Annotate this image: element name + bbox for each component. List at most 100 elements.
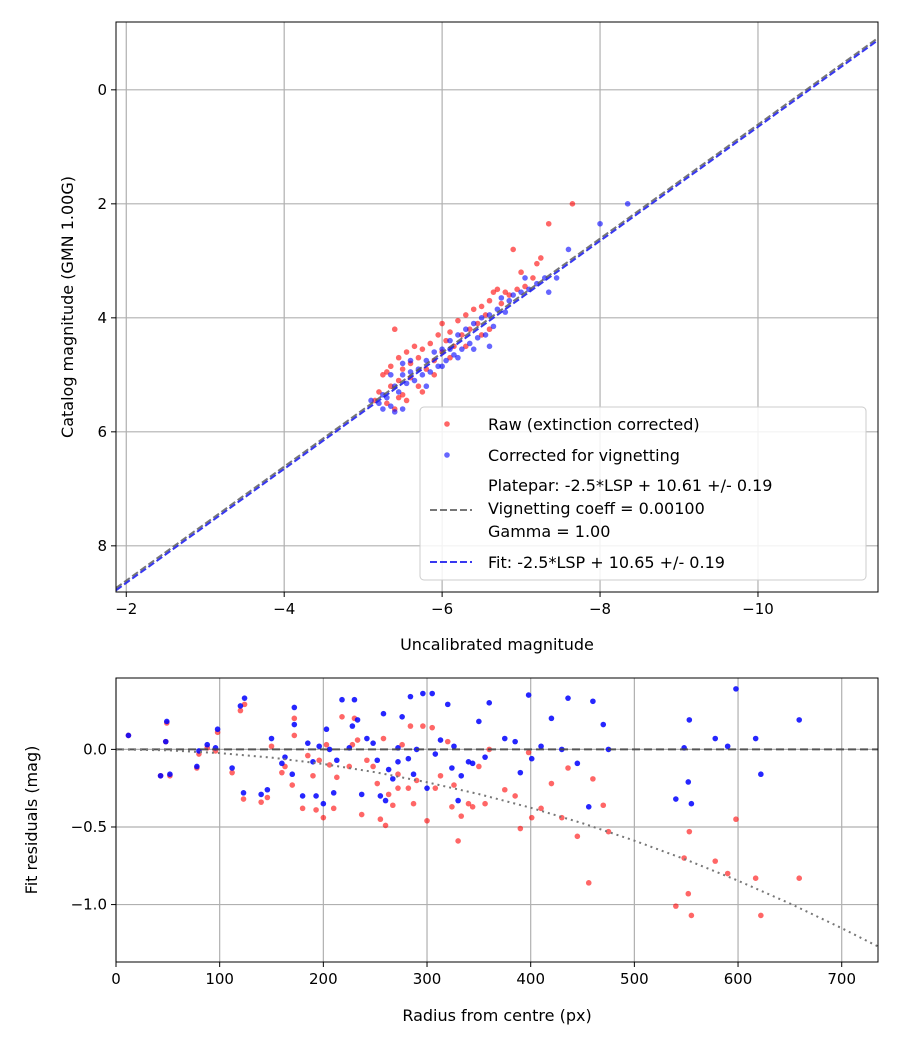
raw-point [419,389,426,395]
raw-residual-point [385,791,392,798]
raw-residual-point [334,774,340,781]
raw-residual-point [449,804,455,810]
corrected-residual-point [374,757,381,764]
corrected-residual-point [351,696,358,703]
raw-residual-point [525,749,532,756]
raw-point [391,326,398,333]
raw-residual-point [264,794,271,801]
corrected-residual-point [316,743,323,750]
legend-fit-label: Fit: -2.5*LSP + 10.65 +/- 0.19 [488,553,725,572]
raw-point [514,286,520,293]
corrected-residual-point [320,800,327,807]
corrected-point [565,246,572,253]
raw-residual-point [469,804,476,810]
raw-residual-point [501,786,508,793]
corrected-residual-point [282,754,288,760]
raw-point [447,329,453,335]
corrected-residual-point [512,738,518,745]
raw-point [478,332,485,338]
corrected-residual-point [437,737,444,743]
raw-point [463,312,469,318]
raw-residual-point [279,769,285,776]
raw-residual-point [688,912,695,919]
raw-point [482,312,489,318]
raw-residual-point [758,912,764,919]
raw-point [399,366,406,372]
legend-gamma-label: Gamma = 1.00 [488,522,610,541]
raw-point [384,400,390,407]
raw-point [486,297,493,304]
raw-point [411,343,418,350]
corrected-point [545,289,552,295]
raw-point [443,337,449,344]
raw-residual-point [517,825,524,832]
corrected-point [419,372,426,378]
raw-point [506,292,513,298]
raw-point [395,354,402,361]
corrected-residual-point [455,797,461,804]
raw-residual-point [482,800,488,807]
corrected-point [522,275,528,281]
bottom-x-tick-label: 400 [516,970,545,988]
raw-point [502,289,509,295]
raw-residual-point [590,776,596,782]
bottom-x-tick-label: 500 [620,970,649,988]
raw-point [395,394,402,401]
corrected-residual-point [258,791,264,798]
corrected-residual-point [377,793,384,799]
corrected-residual-point [565,695,571,701]
corrected-point [407,357,414,364]
corrected-residual-point [214,726,221,733]
top-x-label: Uncalibrated magnitude [400,635,594,654]
bottom-y-tick-label: 0.0 [83,740,107,758]
corrected-point [387,403,394,409]
corrected-point [411,377,418,384]
raw-residual-point [600,802,607,809]
bottom-plot: 0 100 200 300 400 500 600 700 0.0 −0.5 −1.0 [71,677,879,988]
legend-raw-label: Raw (extinction corrected) [488,415,700,434]
raw-residual-point [364,757,370,764]
corrected-residual-point [724,743,731,750]
corrected-point [431,349,438,355]
corrected-residual-point [486,700,493,706]
raw-point [387,363,394,370]
raw-point [380,372,386,378]
raw-residual-point [377,816,384,823]
raw-residual-point [429,724,436,731]
corrected-point [395,389,402,395]
bottom-x-label: Radius from centre (px) [402,1006,591,1025]
raw-residual-point [395,785,401,791]
raw-residual-point [268,743,275,750]
raw-residual-point [354,737,361,743]
corrected-point [380,406,386,412]
raw-residual-point [313,807,319,813]
raw-residual-point [733,816,739,823]
raw-residual-point [320,814,327,821]
top-x-tick-label: −10 [742,600,774,618]
corrected-point [455,354,461,361]
corrected-residual-point [449,765,455,771]
corrected-residual-point [685,779,692,785]
corrected-residual-point [264,786,271,793]
raw-residual-point [685,890,692,897]
corrected-residual-point [349,723,356,729]
raw-point [419,346,426,352]
corrected-point [597,220,603,227]
raw-residual-point [712,858,719,864]
corrected-residual-point [538,743,544,750]
legend-raw-marker [444,421,450,427]
legend-corrected-label: Corrected for vignetting [488,446,680,465]
raw-residual-point [574,833,581,840]
corrected-residual-point [585,804,592,810]
raw-residual-point [548,780,555,787]
corrected-residual-point [304,740,311,746]
raw-residual-point [399,741,405,748]
raw-residual-point [410,800,417,807]
corrected-residual-point [299,793,306,799]
corrected-residual-point [600,721,607,728]
raw-point [474,320,481,327]
corrected-point [399,360,406,367]
corrected-residual-point [395,759,401,765]
raw-residual-point [424,817,430,824]
